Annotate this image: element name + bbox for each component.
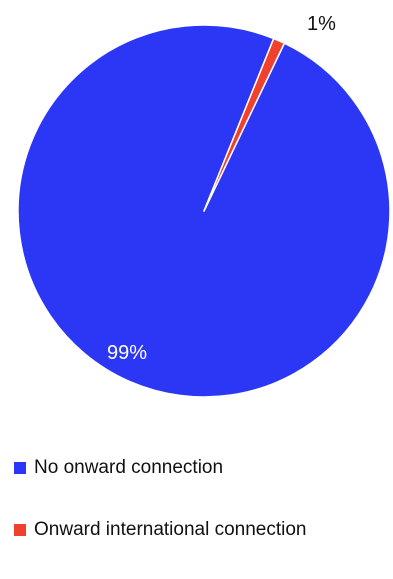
legend-label: No onward connection	[34, 457, 224, 478]
legend-item-onward-international[interactable]: Onward international connection	[14, 517, 389, 543]
data-label-no-onward: 99%	[107, 342, 147, 364]
data-label-onward-international: 1%	[307, 13, 336, 35]
legend-item-no-onward[interactable]: No onward connection	[14, 455, 389, 481]
legend-label: Onward international connection	[34, 519, 307, 540]
legend-swatch-blue	[14, 462, 26, 474]
pie-slices	[17, 24, 391, 398]
pie-data-labels: 99% 1%	[107, 13, 336, 364]
legend: No onward connection Onward internationa…	[14, 455, 389, 579]
pie-slice-onward-international-connection[interactable]	[203, 37, 286, 212]
legend-swatch-red	[14, 524, 26, 536]
pie-chart: 99% 1%	[17, 13, 391, 398]
